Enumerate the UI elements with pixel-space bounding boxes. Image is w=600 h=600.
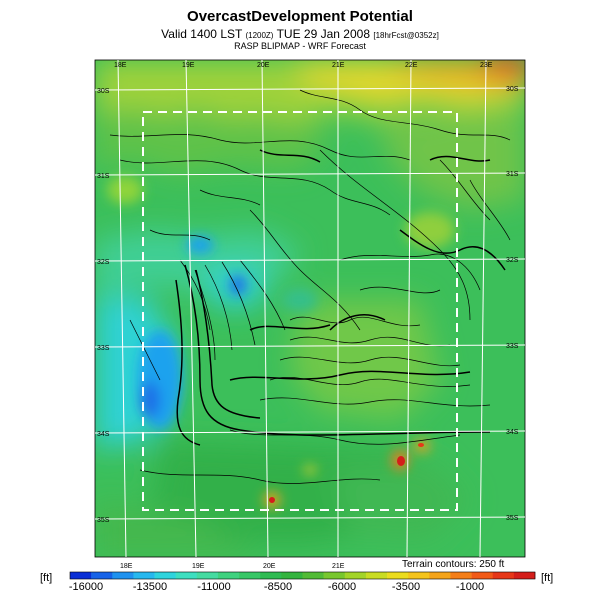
- lat-label-left: 34S: [97, 431, 110, 438]
- colorbar-swatch: [450, 572, 472, 579]
- colorbar-swatch: [302, 572, 324, 579]
- colorbar-swatch: [281, 572, 303, 579]
- lat-label-left: 32S: [97, 259, 110, 266]
- colorbar-swatch: [344, 572, 367, 579]
- colorbar-swatch: [365, 572, 388, 579]
- colorbar-tick-label: -8500: [263, 581, 293, 593]
- colorbar-swatch: [217, 572, 240, 579]
- valid-date: TUE 29 Jan 2008: [276, 27, 370, 41]
- terrain-contours: [109, 89, 511, 484]
- valid-prefix: Valid 1400 LST: [161, 27, 243, 41]
- valid-utc: (1200Z): [245, 31, 274, 40]
- forecast-tag: [18hrFcst@0352z]: [373, 31, 439, 40]
- valid-time-line: Valid 1400 LST (1200Z) TUE 29 Jan 2008 […: [0, 27, 600, 41]
- colorbar-swatch: [513, 572, 536, 579]
- colorbar-swatch: [175, 572, 198, 579]
- colorbar-swatch: [112, 572, 134, 579]
- colorbar-tick-label: -3500: [391, 581, 421, 593]
- lat-label-right: 35S: [506, 515, 519, 522]
- lat-label-left: 31S: [97, 173, 110, 180]
- lat-label-right: 31S: [506, 171, 519, 178]
- lon-label-top: 19E: [182, 62, 195, 69]
- colorbar-tick-label: -13500: [132, 581, 168, 593]
- lat-label-left: 30S: [97, 88, 110, 95]
- lat-label-right: 30S: [506, 86, 519, 93]
- chart-subtitle: RASP BLIPMAP - WRF Forecast: [234, 41, 366, 51]
- chart-title: OvercastDevelopment Potential: [187, 8, 413, 25]
- colorbar-tick-label: -16000: [68, 581, 104, 593]
- lon-label-top: 20E: [257, 62, 270, 69]
- lat-lon-grid: [94, 59, 526, 558]
- colorbar-unit-right: [ft]: [541, 572, 554, 584]
- colorbar-unit-left: [ft]: [40, 572, 53, 584]
- colorbar-swatch: [239, 572, 261, 579]
- lon-label-top: 21E: [332, 62, 345, 69]
- colorbar: [69, 571, 536, 580]
- colorbar-swatch: [429, 572, 451, 579]
- colorbar-swatch: [492, 572, 515, 579]
- lat-label-left: 35S: [97, 517, 110, 524]
- terrain-contour-note: Terrain contours: 250 ft: [402, 559, 505, 570]
- lon-label-bottom: 20E: [263, 563, 276, 570]
- map-field: [95, 60, 525, 557]
- colorbar-tick-label: -11000: [197, 581, 231, 593]
- map-frame: [94, 59, 526, 558]
- colorbar-swatch: [408, 572, 430, 579]
- lat-label-right: 34S: [506, 429, 519, 436]
- colorbar-frame: [69, 571, 536, 580]
- lon-label-top: 22E: [405, 62, 418, 69]
- lat-label-left: 33S: [97, 345, 110, 352]
- colorbar-swatch: [323, 572, 346, 579]
- colorbar-tick-label: -6000: [327, 581, 357, 593]
- inner-domain-box: [142, 111, 458, 511]
- colorbar-swatch: [196, 572, 219, 579]
- lat-label-right: 32S: [506, 257, 519, 264]
- colorbar-swatch: [260, 572, 282, 579]
- lon-label-bottom: 18E: [120, 563, 133, 570]
- lat-label-right: 33S: [506, 343, 519, 350]
- colorbar-tick-label: -1000: [455, 581, 485, 593]
- colorbar-swatch: [91, 572, 113, 579]
- colorbar-swatch: [154, 572, 176, 579]
- lon-label-bottom: 19E: [192, 563, 205, 570]
- lon-label-top: 23E: [480, 62, 493, 69]
- lon-label-top: 18E: [114, 62, 127, 69]
- colorbar-swatch: [70, 572, 92, 579]
- colorbar-swatch: [387, 572, 409, 579]
- colorbar-swatch: [471, 572, 494, 579]
- colorbar-swatch: [133, 572, 155, 579]
- lon-label-bottom: 21E: [332, 563, 345, 570]
